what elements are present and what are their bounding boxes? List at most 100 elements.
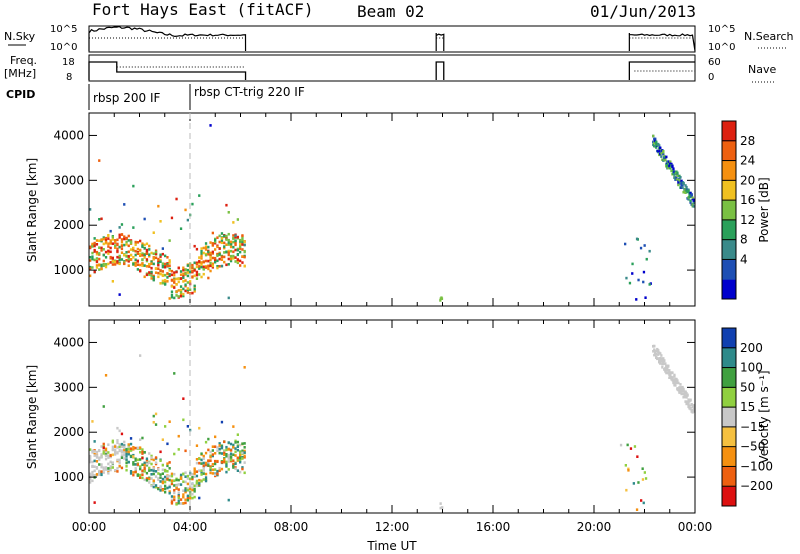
echo-cell-340 bbox=[166, 462, 169, 465]
echo-cell-367 bbox=[173, 286, 176, 289]
echo-cell-86 bbox=[107, 443, 110, 446]
echo-cell-215 bbox=[139, 467, 142, 471]
echo-cell-666 bbox=[243, 471, 246, 475]
echo-cell-480 bbox=[200, 250, 203, 253]
echo-cell-118 bbox=[116, 467, 119, 470]
echo-cell-397 bbox=[179, 227, 183, 230]
echo-cell-229 bbox=[141, 262, 144, 265]
echo-cell-514 bbox=[209, 251, 212, 255]
noise-panel bbox=[88, 25, 696, 53]
echo-cell-548 bbox=[214, 468, 217, 471]
echo-cell-221 bbox=[139, 269, 142, 273]
echo-cell-27 bbox=[93, 450, 96, 453]
power-axes: 1000 2000 3000 4000 bbox=[53, 113, 696, 306]
echo-cell-281 bbox=[152, 482, 155, 485]
echo-cell-728 bbox=[664, 362, 667, 365]
echo-cell-644 bbox=[239, 250, 242, 254]
echo-cell-661 bbox=[241, 467, 244, 471]
echo-cell-47 bbox=[98, 218, 101, 221]
echo-cell-304 bbox=[157, 478, 160, 481]
echo-cell-737 bbox=[667, 166, 670, 170]
echo-cell-468 bbox=[195, 458, 199, 461]
echo-cell-588 bbox=[223, 451, 226, 455]
echo-cell-489 bbox=[200, 473, 203, 476]
echo-cell-490 bbox=[202, 260, 205, 264]
echo-cell-799 bbox=[682, 182, 685, 186]
echo-cell-367 bbox=[173, 484, 176, 487]
echo-cell-826 bbox=[689, 191, 692, 195]
echo-cell-730 bbox=[665, 155, 668, 159]
echo-cell-15 bbox=[91, 465, 94, 468]
echo-cell-485 bbox=[202, 251, 205, 255]
echo-cell-183 bbox=[129, 447, 133, 450]
echo-cell-282 bbox=[152, 485, 155, 489]
echo-cell-87 bbox=[107, 467, 110, 470]
echo-cell-308 bbox=[159, 282, 162, 285]
echo-cell-183 bbox=[129, 258, 133, 261]
echo-cell-505 bbox=[204, 479, 208, 483]
echo-cell-608 bbox=[229, 245, 233, 249]
echo-cell-441 bbox=[191, 275, 194, 278]
echo-cell-157 bbox=[125, 251, 128, 254]
echo-cell-674 bbox=[439, 299, 442, 302]
echo-cell-50 bbox=[100, 246, 103, 250]
echo-cell-337 bbox=[166, 464, 169, 468]
echo-cell-384 bbox=[177, 280, 180, 284]
echo-cell-419 bbox=[186, 271, 189, 274]
echo-cell-136 bbox=[118, 429, 121, 433]
echo-cell-808 bbox=[685, 185, 688, 189]
echo-cell-8 bbox=[89, 481, 92, 484]
colorbar-swatch-6 bbox=[722, 367, 736, 388]
echo-cell-720 bbox=[663, 154, 666, 158]
echo-cell-651 bbox=[239, 459, 242, 462]
echo-cell-376 bbox=[175, 290, 178, 294]
echo-cell-458 bbox=[193, 469, 196, 472]
echo-cell-697 bbox=[657, 149, 660, 153]
echo-cell-758 bbox=[671, 376, 674, 379]
echo-cell-479 bbox=[198, 457, 201, 460]
echo-cell-412 bbox=[184, 289, 187, 293]
echo-cell-658 bbox=[241, 457, 244, 460]
echo-cell-67 bbox=[102, 446, 105, 449]
echo-cell-116 bbox=[114, 469, 117, 472]
echo-cell-846 bbox=[648, 249, 651, 253]
echo-cell-260 bbox=[148, 265, 151, 268]
echo-cell-334 bbox=[166, 263, 169, 266]
ytick-label-3000: 3000 bbox=[53, 173, 84, 187]
echo-cell-455 bbox=[193, 487, 196, 491]
xtick-label-4: 16:00 bbox=[476, 520, 511, 534]
echo-cell-342 bbox=[166, 476, 169, 480]
colorbar-swatch-6 bbox=[722, 160, 736, 181]
echo-cell-840 bbox=[692, 406, 695, 409]
echo-cell-388 bbox=[177, 499, 180, 503]
echo-cell-241 bbox=[143, 217, 146, 221]
echo-cell-217 bbox=[139, 450, 142, 454]
echo-cell-66 bbox=[102, 263, 105, 266]
echo-cell-657 bbox=[241, 236, 244, 240]
echo-cell-577 bbox=[223, 255, 226, 259]
echo-cell-857 bbox=[645, 257, 648, 261]
echo-cell-621 bbox=[232, 221, 235, 224]
echo-cell-158 bbox=[125, 465, 128, 468]
echo-cell-477 bbox=[200, 265, 203, 269]
echo-cell-41 bbox=[98, 463, 101, 466]
echo-cell-556 bbox=[218, 252, 221, 256]
echo-cell-181 bbox=[129, 472, 133, 475]
echo-cell-212 bbox=[136, 474, 139, 477]
echo-cell-404 bbox=[182, 287, 185, 291]
echo-cell-544 bbox=[216, 266, 219, 270]
echo-cell-524 bbox=[211, 262, 214, 266]
echo-cell-421 bbox=[184, 501, 187, 505]
echo-cell-773 bbox=[676, 171, 679, 175]
echo-cell-845 bbox=[636, 455, 639, 458]
echo-cell-461 bbox=[193, 475, 196, 478]
echo-cell-127 bbox=[118, 461, 121, 464]
echo-cell-448 bbox=[193, 267, 196, 271]
echo-cell-416 bbox=[184, 208, 187, 212]
echo-cell-774 bbox=[675, 381, 678, 384]
colorbar-tick-label-2: 20 bbox=[740, 173, 755, 187]
power-colorbar: 28 24 20 16 12 8 4 bbox=[721, 120, 755, 300]
echo-cell-309 bbox=[159, 486, 162, 489]
echo-cell-623 bbox=[234, 260, 237, 263]
echo-cell-231 bbox=[141, 244, 144, 247]
